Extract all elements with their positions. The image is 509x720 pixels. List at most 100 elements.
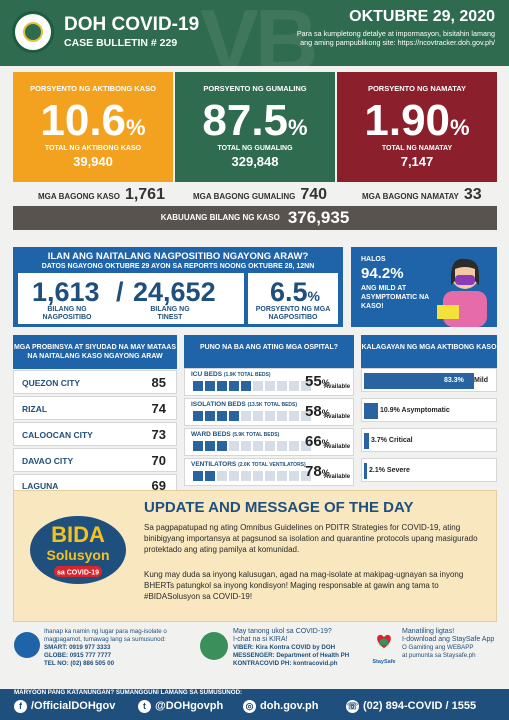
stat-label: PORSYENTO NG GUMALING: [203, 84, 307, 93]
phone-icon: [14, 632, 40, 658]
positivity-label: PORSYENTO NG MGA NAGPOSITIBO: [255, 306, 331, 321]
hospital-row: VENTILATORS (2.0K TOTAL VENTILATORS) 78%…: [184, 458, 354, 486]
capacity-cell: [289, 471, 299, 481]
stat-label: PORSYENTO NG NAMATAY: [367, 84, 467, 93]
capacity-cell: [301, 381, 311, 391]
available-label: Available: [324, 444, 351, 450]
capacity-cell: [277, 441, 287, 451]
status-label: 83.3%: [444, 377, 464, 384]
capacity-cell: [241, 471, 251, 481]
kira-avatar: [200, 632, 228, 660]
available-label: Available: [324, 384, 351, 390]
province-row: RIZAL 74: [13, 396, 177, 420]
new-recovered: MGA BAGONG GUMALING 740: [193, 186, 328, 203]
capacity-cell: [253, 471, 263, 481]
website-link[interactable]: doh.gov.ph: [260, 700, 319, 712]
new-cases: MGA BAGONG KASO 1,761: [38, 186, 165, 203]
capacity-cell: [253, 411, 263, 421]
header-banner: VB DOH COVID-19 CASE BULLETIN # 229 OKTU…: [0, 0, 509, 66]
hospital-percent: 66%: [305, 433, 330, 450]
province-row: DAVAO CITY 70: [13, 448, 177, 472]
stat-count: 7,147: [400, 154, 434, 169]
header-watermark: VB: [200, 0, 318, 66]
facebook-link[interactable]: /OfficialDOHgov: [31, 700, 116, 712]
capacity-cell: [253, 441, 263, 451]
stat-sub-label: TOTAL NG NAMATAY: [381, 145, 453, 152]
capacity-cell: [241, 381, 251, 391]
capacity-cell: [205, 411, 215, 421]
hospital-label: ISOLATION BEDS (13.5K TOTAL BEDS): [191, 401, 298, 408]
hospital-percent: 58%: [305, 403, 330, 420]
status-bar: [364, 463, 367, 479]
available-label: Available: [324, 474, 351, 480]
stat-active: PORSYENTO NG AKTIBONG KASO 10.6% TOTAL N…: [13, 72, 173, 182]
capacity-bar: [193, 381, 311, 391]
capacity-cell: [205, 441, 215, 451]
hospital-header: PUNO NA BA ANG ATING MGA OSPITAL?: [184, 335, 354, 369]
bulletin-date: OKTUBRE 29, 2020: [349, 8, 495, 25]
capacity-cell: [289, 381, 299, 391]
stat-percent: 10.6%: [40, 96, 146, 145]
capacity-cell: [217, 411, 227, 421]
asymp-percent: 94.2%: [361, 265, 404, 282]
status-bar: [364, 403, 379, 419]
status-row: 2.1% Severe: [361, 458, 497, 482]
capacity-cell: [265, 381, 275, 391]
phone-icon: ☏: [346, 700, 359, 713]
hotline-number[interactable]: (02) 894-COVID / 1555: [363, 700, 477, 712]
stat-sub-label: TOTAL NG AKTIBONG KASO: [44, 145, 142, 152]
testing-source: DATOS NGAYONG OKTUBRE 29 AYON SA REPORTS…: [41, 263, 315, 270]
slash-separator: /: [116, 277, 124, 307]
positivity-rate: 6.5%: [270, 277, 320, 307]
twitter-link[interactable]: @DOHgovph: [155, 700, 224, 712]
capacity-cell: [265, 441, 275, 451]
capacity-cell: [229, 441, 239, 451]
capacity-cell: [217, 381, 227, 391]
doh-seal-logo: [12, 11, 54, 53]
capacity-cell: [193, 471, 203, 481]
stat-label: PORSYENTO NG AKTIBONG KASO: [30, 84, 156, 93]
status-label: 2.1% Severe: [369, 467, 410, 474]
stat-sub-label: TOTAL NG GUMALING: [217, 145, 293, 152]
status-bar: [364, 433, 369, 449]
tested-count: 24,652: [133, 277, 216, 307]
footer-bar: MARYOON PANG KATANUNGAN? SUMANGGUNI LAMA…: [0, 689, 509, 720]
masked-person-illustration: [437, 258, 487, 327]
status-header: KALAGAYAN NG MGA AKTIBONG KASO: [361, 335, 497, 369]
positive-count: 1,613: [32, 277, 100, 307]
capacity-cell: [229, 411, 239, 421]
capacity-cell: [229, 381, 239, 391]
capacity-cell: [289, 411, 299, 421]
capacity-cell: [301, 441, 311, 451]
hospital-percent: 78%: [305, 463, 330, 480]
province-row: CALOOCAN CITY 73: [13, 422, 177, 446]
hospital-label: ICU BEDS (1.9K TOTAL BEDS): [191, 371, 271, 378]
hotline-info: Ihanap ka namin ng lugar para mag-isolat…: [44, 628, 167, 667]
status-row: 3.7% Critical: [361, 428, 497, 452]
status-bar: [364, 373, 474, 389]
status-row: 10.9% Asymptomatic: [361, 398, 497, 422]
stat-percent: 87.5%: [202, 96, 308, 145]
testing-question: ILAN ANG NAITALANG NAGPOSITIBO NGAYONG A…: [47, 251, 309, 262]
update-paragraph-2: Kung may duda sa inyong kalusugan, agad …: [144, 570, 464, 601]
available-label: Available: [324, 414, 351, 420]
asymp-text: ANG MILD AT ASYMPTOMATIC NA KASO!: [361, 285, 429, 310]
capacity-cell: [205, 381, 215, 391]
capacity-cell: [289, 441, 299, 451]
hospital-label: WARD BEDS (5.9K TOTAL BEDS): [191, 431, 280, 438]
capacity-cell: [217, 441, 227, 451]
capacity-cell: [253, 381, 263, 391]
capacity-cell: [193, 441, 203, 451]
bida-logo-line3: sa COVID-19: [57, 570, 99, 577]
capacity-cell: [277, 471, 287, 481]
testing-panel: ILAN ANG NAITALANG NAGPOSITIBO NGAYONG A…: [13, 247, 343, 327]
update-title: UPDATE AND MESSAGE OF THE DAY: [144, 499, 414, 516]
capacity-cell: [277, 411, 287, 421]
province-row: QUEZON CITY 85: [13, 370, 177, 394]
hospital-percent: 55%: [305, 373, 330, 390]
capacity-cell: [277, 381, 287, 391]
capacity-cell: [217, 471, 227, 481]
capacity-cell: [301, 471, 311, 481]
staysafe-logo: StaySafe: [369, 632, 399, 665]
page-title: DOH COVID-19: [64, 14, 200, 35]
